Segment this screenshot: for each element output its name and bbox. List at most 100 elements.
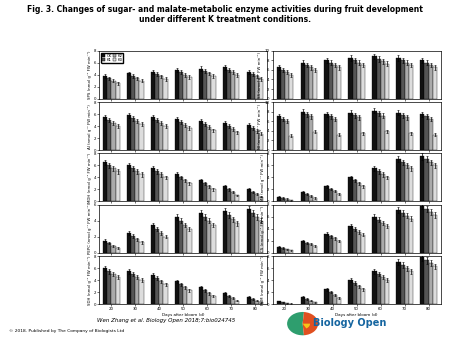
Y-axis label: MDH (nmol g⁻¹ FW min⁻¹): MDH (nmol g⁻¹ FW min⁻¹) [88,152,92,203]
Bar [255,131,259,150]
Bar [324,234,328,253]
Bar [432,68,436,99]
Bar [400,163,405,201]
Bar [301,112,305,150]
Bar [104,268,108,304]
Bar [212,76,216,99]
Bar [381,61,385,99]
Bar [324,289,328,304]
Bar [377,113,381,150]
Bar [277,68,281,99]
Bar [305,194,309,201]
Bar [377,274,381,304]
Bar [361,133,365,150]
Bar [432,215,436,253]
Bar [175,217,179,253]
Bar [231,219,235,253]
Bar [337,298,341,304]
Bar [163,177,167,201]
Bar [155,229,159,253]
Bar [223,211,227,253]
Bar [223,293,227,304]
Bar [373,111,377,150]
Bar [112,81,116,99]
Bar [309,244,313,253]
Bar [112,246,116,253]
Bar [255,300,259,304]
Bar [400,213,405,253]
Bar [424,260,428,304]
Bar [112,123,116,150]
Bar [348,113,352,150]
Bar [255,194,259,201]
Bar [179,284,184,304]
Bar [313,246,317,253]
Bar [313,198,317,201]
Bar [116,126,120,150]
Bar [184,125,188,150]
Bar [305,243,309,253]
Bar [356,184,361,201]
Bar [352,180,356,201]
Bar [155,171,159,201]
Bar [140,280,144,304]
Bar [159,174,163,201]
Bar [381,277,385,304]
Bar [203,290,207,304]
Bar [259,303,263,304]
Bar [405,166,409,201]
Bar [428,163,432,201]
Bar [277,197,281,201]
Bar [231,192,235,201]
Bar [361,289,365,304]
Bar [305,299,309,304]
Bar [259,197,263,201]
Bar [281,119,285,150]
Wedge shape [302,312,318,335]
Bar [108,120,112,150]
Bar [309,117,313,150]
Bar [159,282,163,304]
Bar [159,123,163,150]
Bar [333,238,337,253]
Bar [259,221,263,253]
Bar [377,171,381,201]
Bar [127,233,131,253]
Y-axis label: SDH (nmol g⁻¹ FW min⁻¹): SDH (nmol g⁻¹ FW min⁻¹) [88,256,92,305]
Bar [381,223,385,253]
Bar [223,123,227,150]
Bar [277,301,281,304]
Bar [251,74,255,99]
Bar [352,229,356,253]
Bar [373,271,377,304]
Y-axis label: ME (nmol g⁻¹ FW min⁻¹): ME (nmol g⁻¹ FW min⁻¹) [261,154,265,201]
Bar [328,189,333,201]
Bar [409,271,413,304]
Y-axis label: FUM (nmol g⁻¹ FW min⁻¹): FUM (nmol g⁻¹ FW min⁻¹) [261,256,265,305]
Bar [255,217,259,253]
Bar [247,189,251,201]
Bar [155,74,159,99]
Text: © 2018. Published by The Company of Biologists Ltd: © 2018. Published by The Company of Biol… [9,329,124,333]
Bar [432,266,436,304]
Bar [151,72,155,99]
Bar [179,221,184,253]
Bar [116,171,120,201]
Bar [184,225,188,253]
Bar [333,65,337,99]
Bar [381,116,385,150]
Bar [188,77,192,99]
Y-axis label: NI (nmol g⁻¹ FW min⁻¹): NI (nmol g⁻¹ FW min⁻¹) [258,103,262,149]
Bar [116,248,120,253]
Bar [301,192,305,201]
Bar [104,76,108,99]
Bar [188,290,192,304]
Bar [305,65,309,99]
Bar [135,239,140,253]
Bar [227,296,231,304]
Bar [175,282,179,304]
Bar [203,184,207,201]
Bar [175,70,179,99]
Bar [420,206,424,253]
Bar [223,68,227,99]
